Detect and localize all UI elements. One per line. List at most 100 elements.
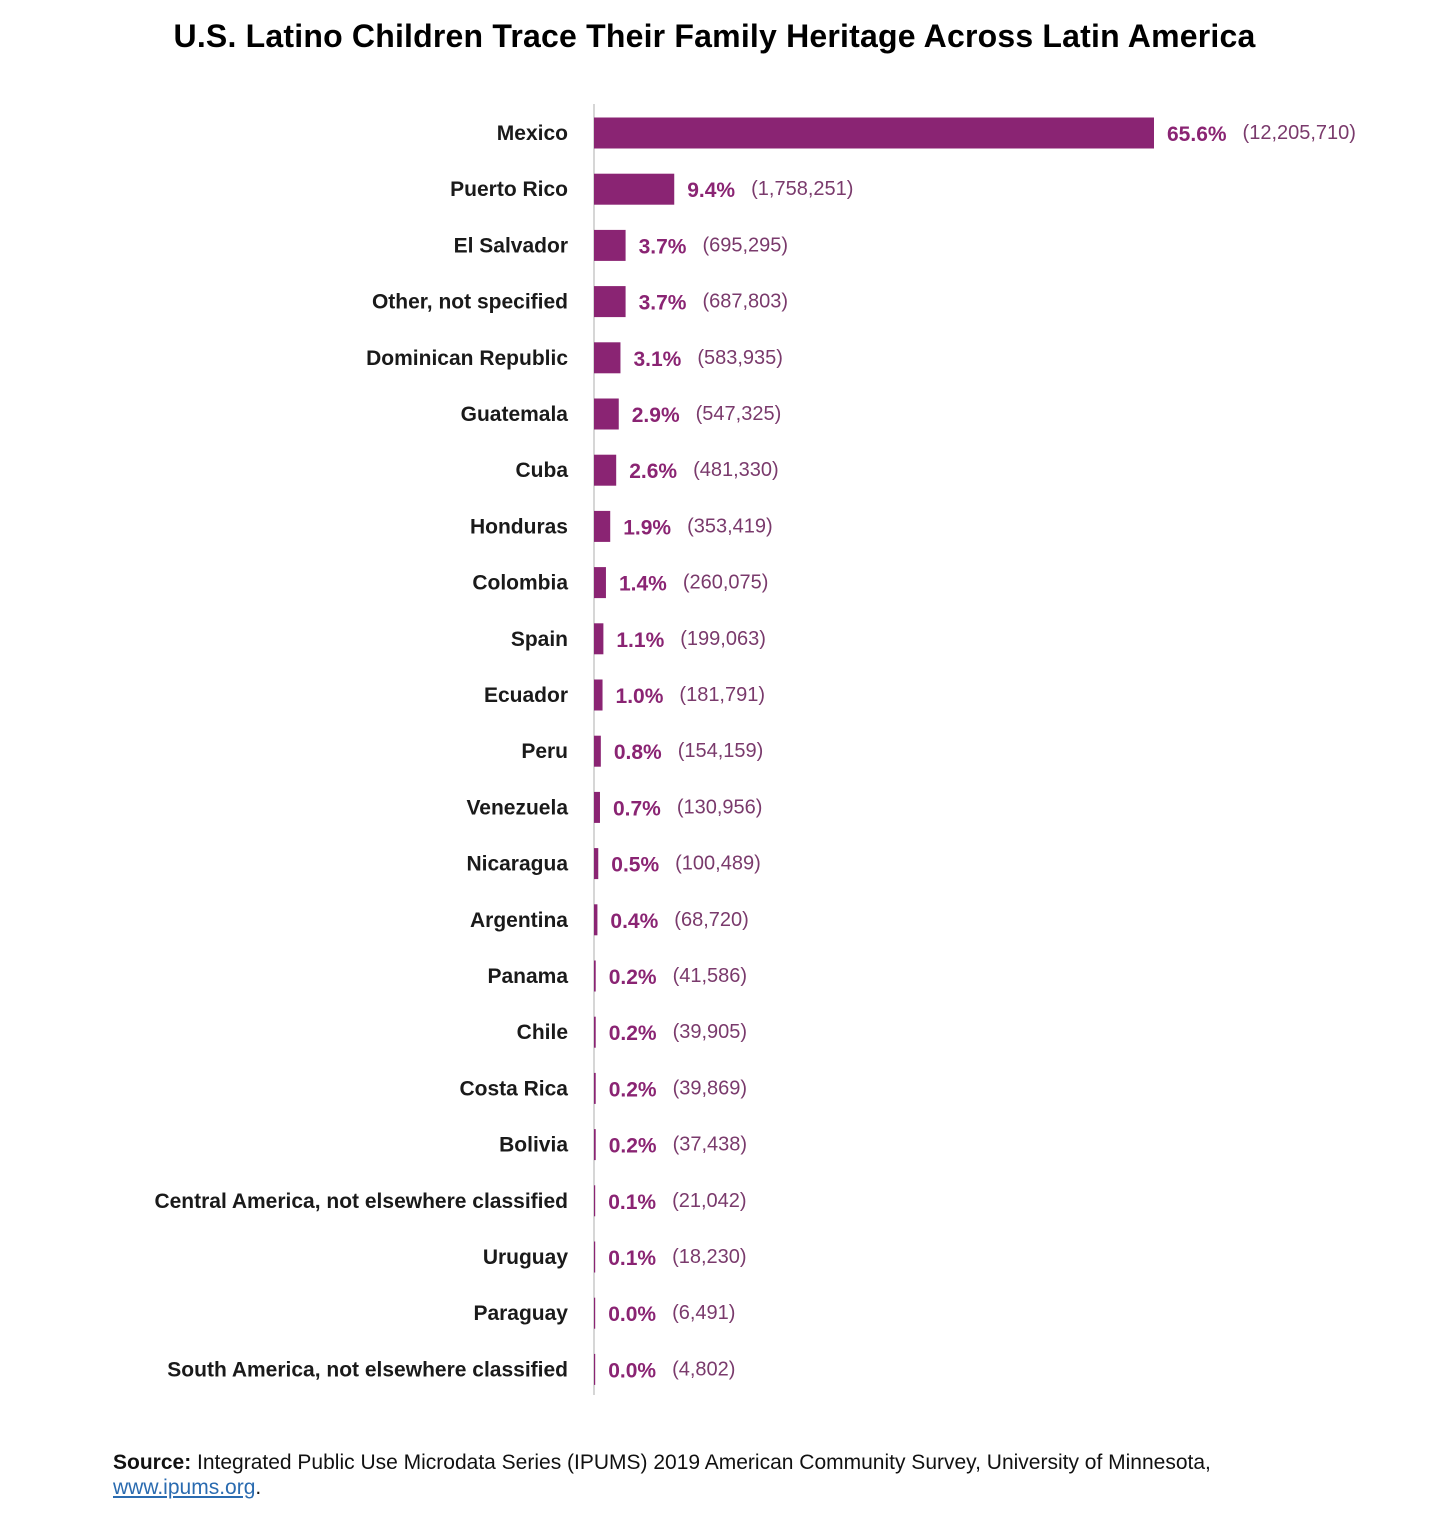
source-end: .	[255, 1476, 262, 1499]
chart-title: U.S. Latino Children Trace Their Family …	[173, 18, 1256, 54]
value-label: 1.4%	[619, 573, 667, 596]
value-label: 0.2%	[609, 966, 657, 989]
count-label: (4,802)	[672, 1358, 735, 1380]
bar	[594, 1297, 596, 1329]
bar	[594, 679, 603, 711]
count-label: (6,491)	[672, 1302, 735, 1324]
bar	[594, 1353, 596, 1385]
bar	[594, 848, 599, 880]
count-label: (481,330)	[693, 459, 779, 481]
category-label: Other, not specified	[372, 291, 568, 314]
category-label: Bolivia	[499, 1134, 568, 1157]
category-label: South America, not elsewhere classified	[167, 1358, 568, 1381]
category-label: Ecuador	[484, 684, 568, 707]
count-label: (39,905)	[673, 1021, 748, 1043]
value-label: 0.1%	[608, 1191, 656, 1214]
count-label: (12,205,710)	[1243, 122, 1356, 144]
bar	[594, 1016, 596, 1048]
category-label: Puerto Rico	[450, 178, 568, 201]
bar-chart: Mexico 65.6% (12,205,710) Puerto Rico 9.4% (1…	[154, 104, 1356, 1395]
bar	[594, 623, 604, 655]
count-label: (39,869)	[673, 1077, 748, 1099]
value-label: 3.1%	[633, 348, 681, 371]
count-label: (181,791)	[679, 684, 765, 706]
count-label: (37,438)	[673, 1134, 748, 1156]
bar	[594, 1072, 596, 1104]
category-label: Venezuela	[466, 796, 568, 819]
category-label: Honduras	[470, 515, 568, 538]
bar	[594, 510, 611, 542]
value-label: 0.0%	[608, 1359, 656, 1382]
count-label: (199,063)	[680, 628, 766, 650]
bar	[594, 454, 617, 486]
source-link[interactable]: www.ipums.org	[113, 1476, 256, 1499]
category-label: Nicaragua	[466, 853, 568, 876]
source-text: Integrated Public Use Microdata Series (…	[191, 1451, 1211, 1474]
category-label: Colombia	[472, 572, 568, 595]
count-label: (154,159)	[678, 740, 764, 762]
count-label: (1,758,251)	[751, 178, 853, 200]
count-label: (687,803)	[702, 291, 788, 313]
value-label: 65.6%	[1167, 123, 1227, 146]
bar	[594, 567, 606, 599]
count-label: (260,075)	[683, 572, 769, 594]
source-label: Source:	[113, 1451, 192, 1474]
value-label: 9.4%	[687, 179, 735, 202]
bar	[594, 117, 1154, 149]
count-label: (353,419)	[687, 515, 773, 537]
count-label: (41,586)	[673, 965, 748, 987]
value-label: 0.8%	[614, 741, 662, 764]
bar	[594, 960, 596, 992]
category-label: Panama	[487, 965, 568, 988]
bar	[594, 229, 626, 261]
category-label: Uruguay	[483, 1246, 569, 1269]
category-label: Central America, not elsewhere classifie…	[154, 1190, 568, 1213]
value-label: 3.7%	[639, 292, 687, 315]
bar	[594, 904, 598, 936]
category-label: Costa Rica	[459, 1077, 568, 1100]
labels-layer: Mexico 65.6% (12,205,710) Puerto Rico 9.4% (1…	[154, 122, 1356, 1382]
bar	[594, 342, 621, 374]
bars-layer	[594, 117, 1154, 1385]
value-label: 0.0%	[608, 1303, 656, 1326]
value-label: 1.9%	[623, 516, 671, 539]
count-label: (583,935)	[697, 347, 783, 369]
value-label: 0.2%	[609, 1022, 657, 1045]
category-label: Cuba	[516, 459, 569, 482]
bar	[594, 398, 619, 430]
category-label: Spain	[511, 628, 568, 651]
category-label: Guatemala	[461, 403, 569, 426]
value-label: 0.2%	[609, 1078, 657, 1101]
category-label: Mexico	[497, 122, 568, 145]
value-label: 0.1%	[608, 1247, 656, 1270]
bar	[594, 1129, 596, 1161]
value-label: 2.9%	[632, 404, 680, 427]
bar	[594, 1185, 596, 1217]
count-label: (130,956)	[677, 796, 763, 818]
value-label: 1.0%	[616, 685, 664, 708]
bar	[594, 173, 675, 205]
category-label: Dominican Republic	[366, 347, 568, 370]
count-label: (547,325)	[696, 403, 782, 425]
value-label: 0.5%	[611, 854, 659, 877]
category-label: Peru	[521, 740, 568, 763]
value-label: 0.7%	[613, 797, 661, 820]
bar	[594, 1241, 596, 1273]
category-label: Argentina	[470, 909, 568, 932]
value-label: 1.1%	[616, 629, 664, 652]
count-label: (68,720)	[674, 909, 749, 931]
count-label: (695,295)	[702, 234, 788, 256]
bar	[594, 735, 601, 767]
count-label: (21,042)	[672, 1190, 747, 1212]
category-label: El Salvador	[454, 234, 568, 257]
source-note: Source: Integrated Public Use Microdata …	[113, 1450, 1313, 1500]
value-label: 2.6%	[629, 460, 677, 483]
bar	[594, 286, 626, 318]
category-label: Chile	[517, 1021, 568, 1044]
category-label: Paraguay	[473, 1302, 568, 1325]
value-label: 0.2%	[609, 1135, 657, 1158]
count-label: (18,230)	[672, 1246, 747, 1268]
bar	[594, 791, 600, 823]
value-label: 3.7%	[639, 235, 687, 258]
value-label: 0.4%	[610, 910, 658, 933]
